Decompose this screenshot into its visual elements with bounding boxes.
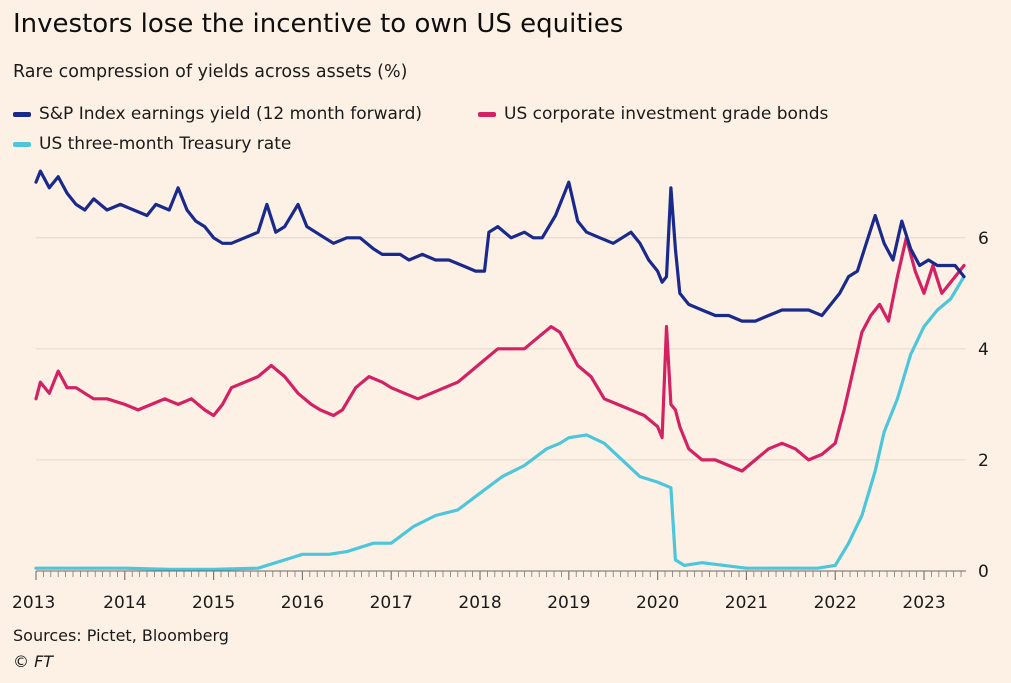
x-tick-label: 2023 xyxy=(902,593,945,613)
y-tick-label: 0 xyxy=(978,562,989,582)
legend-item-treasury-rate: US three-month Treasury rate xyxy=(13,132,291,156)
x-tick-label: 2013 xyxy=(12,593,55,613)
x-tick-label: 2020 xyxy=(636,593,679,613)
x-tick-label: 2014 xyxy=(103,593,146,613)
legend-item-sp-earnings-yield: S&P Index earnings yield (12 month forwa… xyxy=(13,102,422,126)
x-tick-label: 2021 xyxy=(725,593,768,613)
chart-subtitle: Rare compression of yields across assets… xyxy=(13,62,408,82)
legend-label-corporate-bonds: US corporate investment grade bonds xyxy=(504,104,829,124)
x-axis-labels: 2013 2014 2015 2016 2017 2018 2019 2020 2021 2022… xyxy=(12,593,946,613)
series-line-sp-earnings-yield xyxy=(34,169,966,323)
legend-swatch-treasury-rate xyxy=(13,141,31,147)
legend-label-treasury-rate: US three-month Treasury rate xyxy=(39,134,292,154)
x-tick-label: 2015 xyxy=(192,593,235,613)
chart-title: Investors lose the incentive to own US e… xyxy=(13,9,624,39)
legend-swatch-sp-earnings-yield xyxy=(13,111,31,117)
copyright-note: © FT xyxy=(13,652,54,671)
legend-item-corporate-bonds: US corporate investment grade bonds xyxy=(478,102,828,126)
legend-label-sp-earnings-yield: S&P Index earnings yield (12 month forwa… xyxy=(39,104,423,124)
x-axis xyxy=(35,570,966,580)
series-line-treasury-rate xyxy=(34,275,966,571)
y-axis-labels: 0 2 4 6 xyxy=(978,229,989,582)
y-tick-label: 6 xyxy=(978,229,989,249)
x-tick-label: 2017 xyxy=(370,593,413,613)
x-tick-label: 2018 xyxy=(458,593,501,613)
series-line-corporate-bonds xyxy=(34,236,966,473)
line-chart: 0 2 4 6 2013 2014 2015 2016 2017 2018 2019 2020 202… xyxy=(12,169,989,613)
chart-legend: S&P Index earnings yield (12 month forwa… xyxy=(13,102,993,160)
x-tick-label: 2022 xyxy=(814,593,857,613)
x-tick-label: 2016 xyxy=(281,593,324,613)
legend-swatch-corporate-bonds xyxy=(478,111,496,117)
series-lines xyxy=(34,169,966,571)
y-tick-label: 2 xyxy=(978,451,989,471)
y-tick-label: 4 xyxy=(978,340,989,360)
chart-area: 0 2 4 6 2013 2014 2015 2016 2017 2018 2019 2020 202… xyxy=(0,160,1011,620)
sources-note: Sources: Pictet, Bloomberg xyxy=(13,626,229,645)
x-tick-label: 2019 xyxy=(547,593,590,613)
